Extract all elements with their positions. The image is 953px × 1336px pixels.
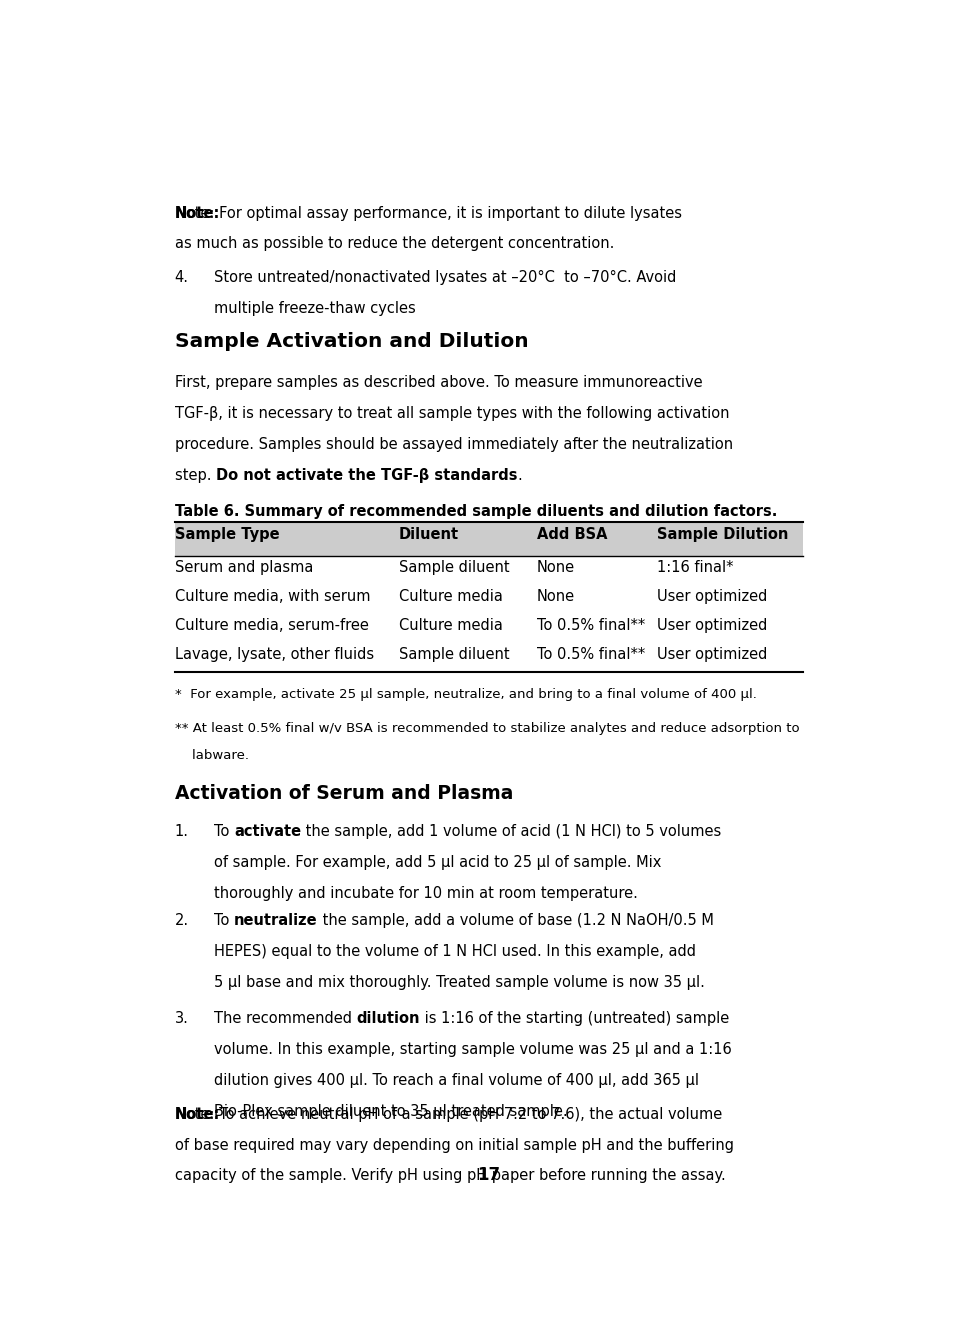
Text: Add BSA: Add BSA (537, 526, 607, 541)
Text: Table 6. Summary of recommended sample diluents and dilution factors.: Table 6. Summary of recommended sample d… (174, 504, 777, 518)
Text: multiple freeze-thaw cycles: multiple freeze-thaw cycles (213, 301, 416, 317)
Text: Sample Activation and Dilution: Sample Activation and Dilution (174, 333, 528, 351)
Text: Sample Type: Sample Type (174, 526, 279, 541)
Text: Culture media, serum-free: Culture media, serum-free (174, 619, 368, 633)
Text: Culture media: Culture media (398, 619, 502, 633)
Text: the sample, add 1 volume of acid (1 N HCl) to 5 volumes: the sample, add 1 volume of acid (1 N HC… (301, 824, 720, 839)
Text: Bio-Plex sample diluent to 35 µl treated sample.: Bio-Plex sample diluent to 35 µl treated… (213, 1104, 567, 1118)
Text: 17: 17 (476, 1166, 500, 1185)
Text: To 0.5% final**: To 0.5% final** (537, 647, 644, 661)
Text: Do not activate the TGF-β standards: Do not activate the TGF-β standards (215, 468, 517, 482)
Text: First, prepare samples as described above. To measure immunoreactive: First, prepare samples as described abov… (174, 375, 701, 390)
Text: 1:16 final*: 1:16 final* (657, 561, 733, 576)
Text: Sample diluent: Sample diluent (398, 561, 509, 576)
Text: is 1:16 of the starting (untreated) sample: is 1:16 of the starting (untreated) samp… (419, 1011, 728, 1026)
Text: procedure. Samples should be assayed immediately after the neutralization: procedure. Samples should be assayed imm… (174, 437, 732, 452)
Text: Note: To achieve neutral pH of a sample (pH 7.2 to 7.6), the actual volume: Note: To achieve neutral pH of a sample … (174, 1106, 721, 1122)
Text: 1.: 1. (174, 824, 189, 839)
Text: Diluent: Diluent (398, 526, 458, 541)
Text: dilution: dilution (356, 1011, 419, 1026)
Text: Culture media, with serum: Culture media, with serum (174, 589, 370, 604)
Text: volume. In this example, starting sample volume was 25 µl and a 1:16: volume. In this example, starting sample… (213, 1042, 731, 1057)
Text: of base required may vary depending on initial sample pH and the buffering: of base required may vary depending on i… (174, 1138, 733, 1153)
Text: *  For example, activate 25 µl sample, neutralize, and bring to a final volume o: * For example, activate 25 µl sample, ne… (174, 688, 756, 701)
Text: Activation of Serum and Plasma: Activation of Serum and Plasma (174, 784, 513, 803)
Text: Sample diluent: Sample diluent (398, 647, 509, 661)
Text: User optimized: User optimized (657, 589, 767, 604)
Text: dilution gives 400 µl. To reach a final volume of 400 µl, add 365 µl: dilution gives 400 µl. To reach a final … (213, 1073, 699, 1088)
Text: as much as possible to reduce the detergent concentration.: as much as possible to reduce the deterg… (174, 236, 614, 251)
Text: Store untreated/nonactivated lysates at –20°C  to –70°C. Avoid: Store untreated/nonactivated lysates at … (213, 270, 676, 286)
Text: Culture media: Culture media (398, 589, 502, 604)
Bar (174, 522, 802, 556)
Text: 4.: 4. (174, 270, 189, 286)
Text: TGF-β, it is necessary to treat all sample types with the following activation: TGF-β, it is necessary to treat all samp… (174, 406, 728, 421)
Text: Note: For optimal assay performance, it is important to dilute lysates: Note: For optimal assay performance, it … (174, 206, 681, 220)
Text: To: To (213, 824, 233, 839)
Text: Sample Dilution: Sample Dilution (657, 526, 788, 541)
Text: ** At least 0.5% final w/v BSA is recommended to stabilize analytes and reduce a: ** At least 0.5% final w/v BSA is recomm… (174, 721, 799, 735)
Text: activate: activate (233, 824, 301, 839)
Text: neutralize: neutralize (233, 914, 317, 929)
Text: Note:: Note: (174, 1106, 220, 1122)
Text: capacity of the sample. Verify pH using pH paper before running the assay.: capacity of the sample. Verify pH using … (174, 1169, 724, 1184)
Text: .: . (517, 468, 521, 482)
Text: Lavage, lysate, other fluids: Lavage, lysate, other fluids (174, 647, 374, 661)
Text: 2.: 2. (174, 914, 189, 929)
Text: The recommended: The recommended (213, 1011, 356, 1026)
Text: 5 µl base and mix thoroughly. Treated sample volume is now 35 µl.: 5 µl base and mix thoroughly. Treated sa… (213, 975, 704, 990)
Text: Note:: Note: (174, 206, 220, 220)
Text: HEPES) equal to the volume of 1 N HCl used. In this example, add: HEPES) equal to the volume of 1 N HCl us… (213, 945, 695, 959)
Text: Serum and plasma: Serum and plasma (174, 561, 313, 576)
Text: None: None (537, 589, 575, 604)
Text: None: None (537, 561, 575, 576)
Text: the sample, add a volume of base (1.2 N NaOH/0.5 M: the sample, add a volume of base (1.2 N … (317, 914, 713, 929)
Text: User optimized: User optimized (657, 619, 767, 633)
Text: thoroughly and incubate for 10 min at room temperature.: thoroughly and incubate for 10 min at ro… (213, 886, 638, 900)
Text: labware.: labware. (174, 748, 249, 762)
Text: To: To (213, 914, 233, 929)
Text: To 0.5% final**: To 0.5% final** (537, 619, 644, 633)
Text: User optimized: User optimized (657, 647, 767, 661)
Text: step.: step. (174, 468, 215, 482)
Text: 3.: 3. (174, 1011, 189, 1026)
Text: of sample. For example, add 5 µl acid to 25 µl of sample. Mix: of sample. For example, add 5 µl acid to… (213, 855, 660, 870)
